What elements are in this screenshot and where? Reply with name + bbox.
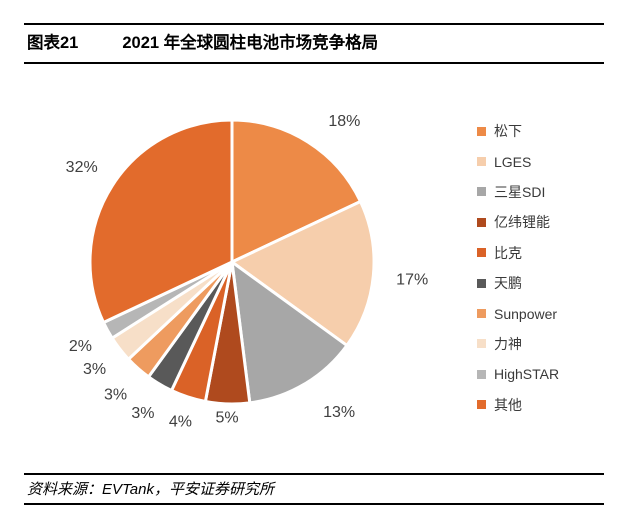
chart-legend: 松下 LGES 三星SDI 亿纬锂能比克天鹏 Sunpower 力神 HighSTAR 其他 [477,116,559,420]
legend-label: HighSTAR [494,366,560,383]
legend-label: 力神 [494,335,522,352]
pie-chart: 18%17%13%5%4%3%3%3%2%32% [66,113,429,431]
legend-label: LGES [494,153,532,170]
slice-label: 5% [216,410,239,427]
legend-swatch-icon [477,278,486,288]
legend-swatch-icon [477,126,486,136]
pie-slice-三星SDI [230,260,349,405]
legend-label: 天鹏 [494,275,522,292]
legend-swatch-icon [477,187,486,197]
legend-item: Sunpower [477,298,559,328]
pie-slice-LGES [230,200,376,347]
slice-label: 2% [69,338,92,355]
legend-item: HighSTAR [477,359,559,389]
figure-title: 2021 年全球圆柱电池市场竞争格局 [122,34,379,52]
legend-swatch-icon [477,157,486,167]
slice-label: 17% [396,272,428,289]
legend-item: 松下 [477,116,559,146]
slice-label: 3% [104,387,127,404]
legend-label: 其他 [494,396,522,413]
legend-item: 其他 [477,390,559,420]
legend-item: 天鹏 [477,268,559,298]
legend-swatch-icon [477,369,486,379]
figure-title-bar: 图表21 2021 年全球圆柱电池市场竞争格局 [24,23,604,64]
slice-label: 4% [169,413,192,430]
legend-item: 比克 [477,238,559,268]
slice-label: 3% [131,405,154,422]
legend-swatch-icon [477,217,486,227]
figure-number: 图表21 [27,34,79,52]
legend-label: 三星SDI [494,183,546,200]
legend-item: 三星SDI [477,177,559,207]
pie-slice-其他 [88,118,234,324]
slice-label: 3% [83,361,106,378]
slice-label: 18% [328,113,360,130]
slice-label: 32% [66,159,98,176]
legend-swatch-icon [477,248,486,258]
legend-swatch-icon [477,339,486,349]
source-bar: 资料来源：EVTank，平安证券研究所 [24,473,604,505]
legend-swatch-icon [477,309,486,319]
legend-swatch-icon [477,400,486,410]
legend-label: 比克 [494,244,522,261]
slice-label: 13% [323,404,355,421]
legend-label: Sunpower [494,305,558,322]
legend-item: 力神 [477,329,559,359]
legend-label: 亿纬锂能 [494,214,550,231]
legend-label: 松下 [494,123,522,140]
legend-item: 亿纬锂能 [477,207,559,237]
pie-slice-松下 [230,118,362,264]
source-text: 资料来源：EVTank，平安证券研究所 [27,481,274,498]
legend-item: LGES [477,146,559,176]
